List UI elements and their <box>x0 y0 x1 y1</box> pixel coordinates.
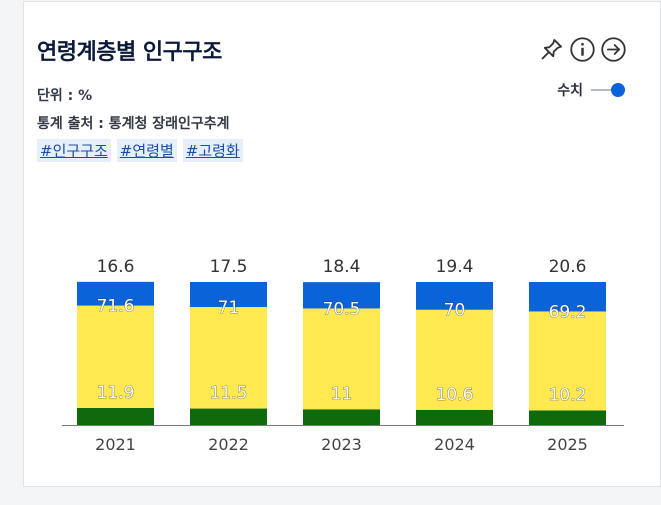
data-label-senior-2024: 19.4 <box>436 257 474 277</box>
source-label: 통계 출처 : 통계청 장래인구추계 <box>37 116 230 132</box>
data-label-senior-2025: 20.6 <box>549 257 587 277</box>
data-label-senior-2022: 17.5 <box>210 257 248 277</box>
values-toggle-group: 수치 <box>557 80 625 100</box>
x-tick-label-2022: 2022 <box>208 435 249 454</box>
tag-aging[interactable]: #고령화 <box>182 139 243 162</box>
bar-youth-2021[interactable] <box>77 407 154 425</box>
bar-senior-2022[interactable] <box>190 282 267 308</box>
x-tick-label-2024: 2024 <box>434 435 475 454</box>
data-label-youth-2024: 10.6 <box>436 385 474 405</box>
data-label-working-2022: 71 <box>218 298 240 318</box>
toggle-track <box>591 89 619 91</box>
bar-senior-2024[interactable] <box>416 282 493 310</box>
arrow-right-circle-icon[interactable] <box>600 36 627 63</box>
bar-senior-2025[interactable] <box>529 282 606 312</box>
data-label-working-2021: 71.6 <box>97 297 135 317</box>
data-label-working-2025: 69.2 <box>549 302 587 322</box>
hashtag-list: #인구구조 #연령별 #고령화 <box>37 139 243 162</box>
x-tick-label-2023: 2023 <box>321 435 362 454</box>
bar-working-2025[interactable] <box>529 311 606 411</box>
data-label-youth-2022: 11.5 <box>210 384 248 404</box>
bar-working-2021[interactable] <box>77 305 154 408</box>
bar-youth-2022[interactable] <box>190 408 267 425</box>
bar-working-2024[interactable] <box>416 309 493 410</box>
data-label-senior-2023: 18.4 <box>323 257 361 277</box>
tag-by-age[interactable]: #연령별 <box>116 139 177 162</box>
data-label-youth-2023: 11 <box>331 384 353 404</box>
data-label-senior-2021: 16.6 <box>97 257 135 277</box>
toggle-knob <box>611 83 625 97</box>
bar-youth-2024[interactable] <box>416 409 493 425</box>
values-toggle-switch[interactable] <box>591 82 625 98</box>
bar-working-2022[interactable] <box>190 307 267 409</box>
bar-senior-2023[interactable] <box>303 282 380 309</box>
card-actions <box>538 36 627 63</box>
data-label-youth-2025: 10.2 <box>549 385 587 405</box>
info-icon[interactable] <box>569 36 596 63</box>
data-label-youth-2021: 11.9 <box>97 383 135 403</box>
unit-label: 단위 : % <box>37 88 93 104</box>
x-tick-label-2021: 2021 <box>95 435 136 454</box>
pin-icon[interactable] <box>538 36 565 63</box>
values-toggle-label: 수치 <box>557 83 583 99</box>
x-tick-label-2025: 2025 <box>547 435 588 454</box>
bar-youth-2025[interactable] <box>529 410 606 425</box>
bar-youth-2023[interactable] <box>303 409 380 425</box>
chart-title: 연령계층별 인구구조 <box>37 40 222 65</box>
bar-senior-2021[interactable] <box>77 281 154 306</box>
data-label-working-2024: 70 <box>444 301 466 321</box>
data-label-working-2023: 70.5 <box>323 299 361 319</box>
tag-population-structure[interactable]: #인구구조 <box>37 139 111 162</box>
bar-working-2023[interactable] <box>303 308 380 410</box>
